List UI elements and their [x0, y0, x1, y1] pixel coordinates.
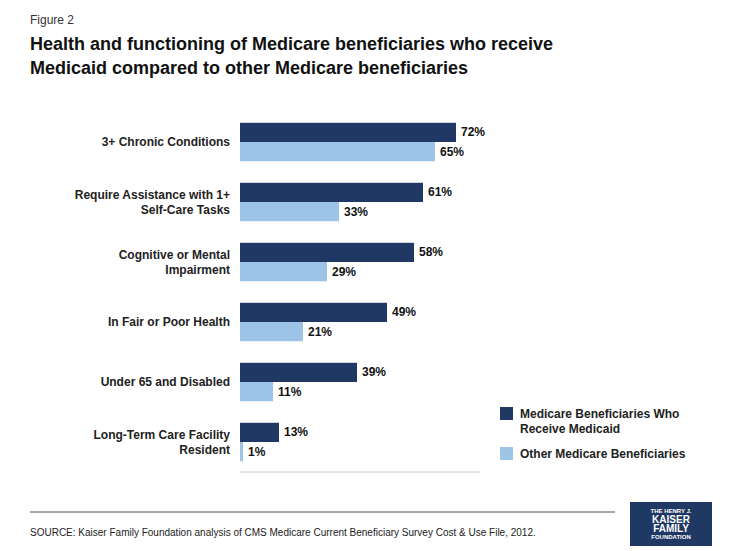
data-label: 72% [461, 125, 485, 139]
bar [240, 303, 387, 322]
chart: Figure 2 Health and functioning of Medica… [0, 0, 735, 551]
category-label: Cognitive or MentalImpairment [119, 248, 230, 277]
legend-swatch [500, 407, 513, 420]
bar [240, 142, 435, 161]
bar [240, 183, 423, 202]
bar [240, 423, 279, 442]
data-label: 29% [332, 265, 356, 279]
category-label: Require Assistance with 1+Self-Care Task… [75, 188, 231, 217]
source: SOURCE: Kaiser Family Foundation analysi… [30, 527, 536, 538]
bar [240, 322, 303, 341]
logo-text: THE HENRY J. [650, 508, 691, 514]
bar [240, 363, 357, 382]
logo-box [630, 502, 712, 546]
data-label: 65% [440, 145, 464, 159]
category-label: 3+ Chronic Conditions [102, 135, 231, 149]
data-label: 33% [344, 205, 368, 219]
data-label: 39% [362, 365, 386, 379]
logo-text: FOUNDATION [651, 534, 691, 540]
data-label: 58% [419, 245, 443, 259]
background [0, 0, 735, 551]
title: Health and functioning of Medicare benef… [30, 34, 553, 78]
bar [240, 202, 339, 221]
logo: THE HENRY J.KAISERFAMILYFOUNDATION [630, 502, 712, 546]
category-label: Under 65 and Disabled [101, 375, 230, 389]
data-label: 11% [278, 385, 302, 399]
legend: Medicare Beneficiaries WhoReceive Medica… [500, 407, 686, 461]
legend-label: Other Medicare Beneficiaries [520, 447, 686, 461]
data-label: 61% [428, 185, 452, 199]
data-label: 13% [284, 425, 308, 439]
category-label: In Fair or Poor Health [108, 315, 230, 329]
subtitle: Figure 2 [30, 13, 74, 27]
footer-rule [30, 512, 615, 513]
data-label: 1% [248, 445, 266, 459]
legend-swatch [500, 447, 513, 460]
category-label: Long-Term Care FacilityResident [94, 428, 231, 457]
bar [240, 123, 456, 142]
bar [240, 442, 243, 461]
bar [240, 243, 414, 262]
bar [240, 382, 273, 401]
legend-label: Medicare Beneficiaries WhoReceive Medica… [520, 407, 679, 436]
data-label: 49% [392, 305, 416, 319]
bar [240, 262, 327, 281]
logo-text: FAMILY [653, 523, 689, 534]
data-label: 21% [308, 325, 332, 339]
bars [240, 123, 456, 461]
x-axis-line [240, 472, 480, 473]
labels: 72% 65% 3+ Chronic Conditions 61% 33% Require… [75, 125, 486, 458]
